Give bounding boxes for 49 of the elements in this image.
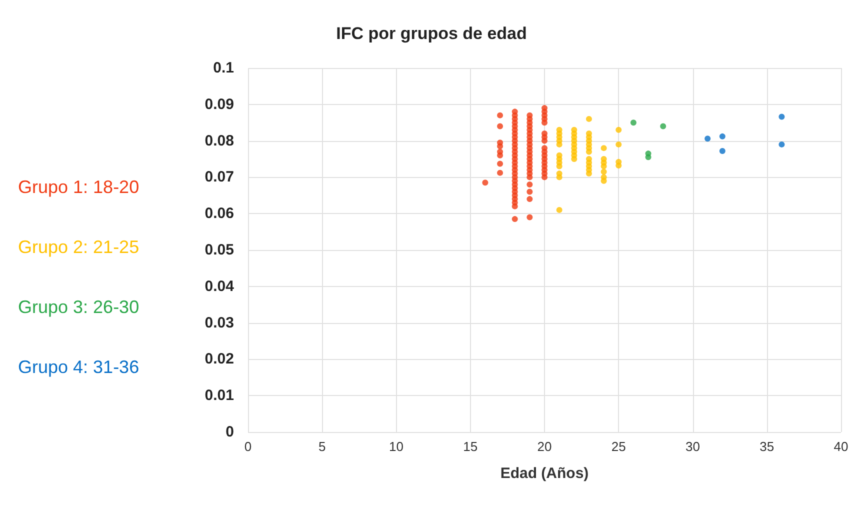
- y-tick-label: 0.05: [204, 242, 234, 258]
- text: Grupo 3: 26-30: [18, 297, 140, 317]
- point: [586, 170, 592, 177]
- y-tick-label: 0.08: [204, 132, 234, 150]
- point: [778, 141, 785, 148]
- point: [600, 178, 607, 184]
- y-tick-label: 0.09: [204, 96, 234, 113]
- point: [556, 163, 562, 170]
- point: [586, 148, 592, 155]
- point: [616, 126, 622, 133]
- point: [645, 150, 652, 157]
- y-tick-label: 0.01: [204, 387, 234, 404]
- text: Grupo 1: 18-20: [18, 177, 140, 197]
- point: [778, 114, 785, 120]
- x-tick-label: 35: [760, 439, 774, 454]
- y-tick-label: 0.03: [204, 314, 234, 332]
- y-tick-label: 0.04: [204, 278, 235, 295]
- x-axis-title: Edad (Años): [500, 465, 589, 482]
- point: [571, 156, 578, 162]
- text: Grupo 4: 31-36: [18, 357, 140, 377]
- point: [630, 120, 636, 126]
- y-tick-label: 0.02: [204, 350, 234, 368]
- point: [586, 116, 592, 122]
- chart-title: IFC por grupos de edad: [336, 24, 527, 43]
- point: [616, 141, 622, 148]
- point: [719, 133, 726, 140]
- point: [600, 168, 607, 175]
- x-tick-label: 25: [611, 439, 626, 454]
- point: [556, 174, 562, 180]
- y-tick-label: 0.07: [204, 168, 234, 186]
- x-tick-label: 40: [834, 439, 848, 454]
- y-tick-label: 0.06: [204, 205, 234, 222]
- x-tick-label: 10: [389, 439, 404, 454]
- point: [556, 206, 562, 213]
- point: [704, 136, 711, 142]
- x-tick-label: 30: [686, 439, 700, 454]
- point: [616, 162, 622, 169]
- x-tick-label: 5: [318, 439, 326, 454]
- point: [600, 145, 607, 152]
- point: [719, 148, 726, 154]
- y-tick-label: 0.1: [213, 60, 234, 76]
- point: [660, 123, 666, 130]
- x-tick-label: 15: [463, 439, 478, 454]
- point: [556, 141, 562, 148]
- y-tick-label: 0: [226, 424, 234, 440]
- x-tick-label: 0: [244, 439, 252, 454]
- text: Grupo 2: 21-25: [18, 237, 140, 257]
- point: [600, 163, 607, 170]
- x-tick-label: 20: [537, 439, 552, 454]
